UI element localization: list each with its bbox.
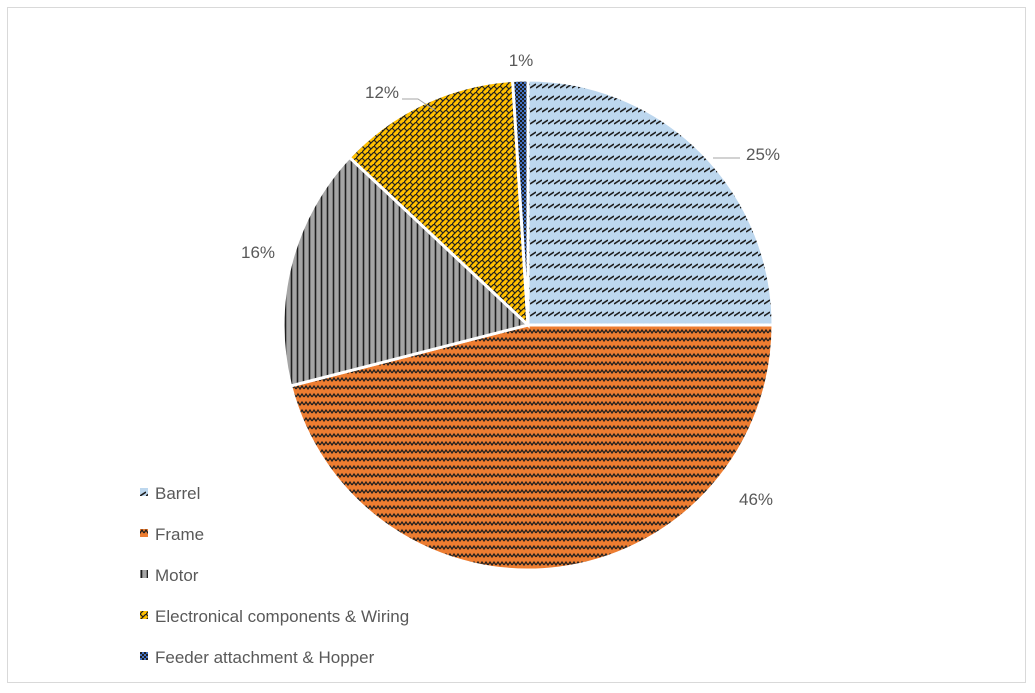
chart-frame: 25% 46% 16% 12% 1% Barrel Frame Motor Electroni… [7,7,1026,683]
legend-swatch-feeder [140,652,148,660]
percent-labels: 25% 46% 16% 12% 1% [241,51,780,509]
percent-label-frame: 46% [739,490,773,509]
legend-label-barrel: Barrel [155,484,200,503]
legend-swatch-frame [140,529,148,537]
pie-slice-frame [288,323,775,572]
legend-label-feeder: Feeder attachment & Hopper [155,648,375,667]
leader-line-electronics [402,98,437,112]
percent-label-motor: 16% [241,243,275,262]
pie-slices [281,78,775,572]
pie-slice-feeder [511,78,530,326]
legend-swatch-electronics [140,611,148,619]
pie-slice-barrel [526,78,775,327]
pie-slice-motor [281,155,532,388]
legend-label-frame: Frame [155,525,204,544]
pie-chart: 25% 46% 16% 12% 1% Barrel Frame Motor Electroni… [140,51,780,667]
legend: Barrel Frame Motor Electronical components … [140,484,409,667]
legend-label-electronics: Electronical components & Wiring [155,607,409,626]
legend-swatch-motor [140,570,148,578]
percent-label-feeder: 1% [509,51,534,70]
percent-label-electronics: 12% [365,83,399,102]
legend-swatch-barrel [140,488,148,496]
legend-label-motor: Motor [155,566,199,585]
leader-lines [402,98,740,159]
percent-label-barrel: 25% [746,145,780,164]
